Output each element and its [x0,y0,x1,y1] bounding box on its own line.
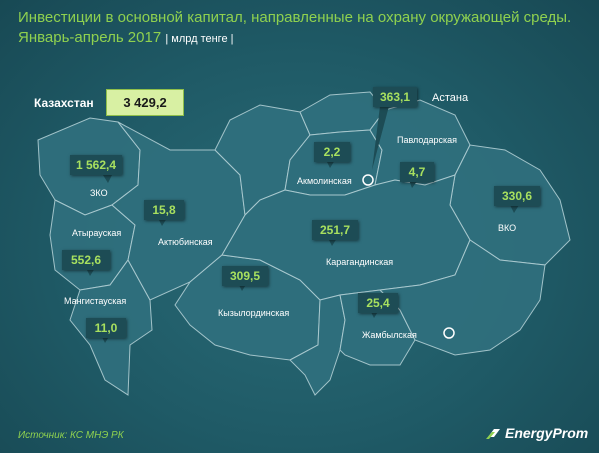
value-zhambyl: 25,4 [358,293,398,313]
region-yuko [289,294,346,396]
brand-logo: EnergyProm [486,425,588,441]
name-zhambyl: Жамбылская [362,330,417,340]
pointer-akmola [326,160,335,168]
kazakhstan-label: Казахстан [34,96,94,110]
value-atyrau: 552,6 [62,250,110,270]
astana-marker [362,174,374,186]
source-note: Источник: КС МНЭ РК [18,430,124,441]
name-zko: ЗКО [90,188,108,198]
name-atyrau: Атырауская [72,228,122,238]
title-line2: Январь-апрель 2017 [18,29,162,46]
unit-label: | млрд тенге | [165,33,234,45]
value-kyzylorda: 309,5 [222,266,268,286]
value-pavlodar: 4,7 [400,162,434,182]
pointer-karaganda [328,238,337,246]
value-vko: 330,6 [494,186,540,206]
name-mangystau: Мангистауская [64,296,127,306]
pointer-pavlodar [409,180,418,188]
name-pavlodar: Павлодарская [397,135,457,145]
header: Инвестиции в основной капитал, направлен… [18,8,571,49]
energyprom-logo-icon [486,429,500,439]
title-line1: Инвестиции в основной капитал, направлен… [18,9,572,26]
region-almaty [378,239,546,356]
name-akmola: Акмолинская [297,176,352,186]
name-karaganda: Карагандинская [326,257,394,267]
pointer-astana [372,106,389,170]
value-zko: 1 562,4 [70,155,122,175]
name-aktobe: Актюбинская [158,237,213,247]
value-aktobe: 15,8 [144,200,184,220]
pointer-zko [103,175,112,183]
pointer-atyrau [86,268,95,276]
kazakhstan-total: 3 429,2 [106,89,184,116]
pointer-aktobe [158,218,167,226]
name-vko: ВКО [498,223,517,233]
name-astana: Астана [432,92,469,104]
value-akmola: 2,2 [314,142,350,162]
value-karaganda: 251,7 [312,220,358,240]
name-kyzylorda: Кызылординская [218,308,290,318]
value-mangystau: 11,0 [86,318,126,338]
logo-text: EnergyProm [505,425,589,441]
almaty-marker [443,327,455,339]
pointer-vko [510,205,519,213]
value-astana: 363,1 [373,87,417,107]
